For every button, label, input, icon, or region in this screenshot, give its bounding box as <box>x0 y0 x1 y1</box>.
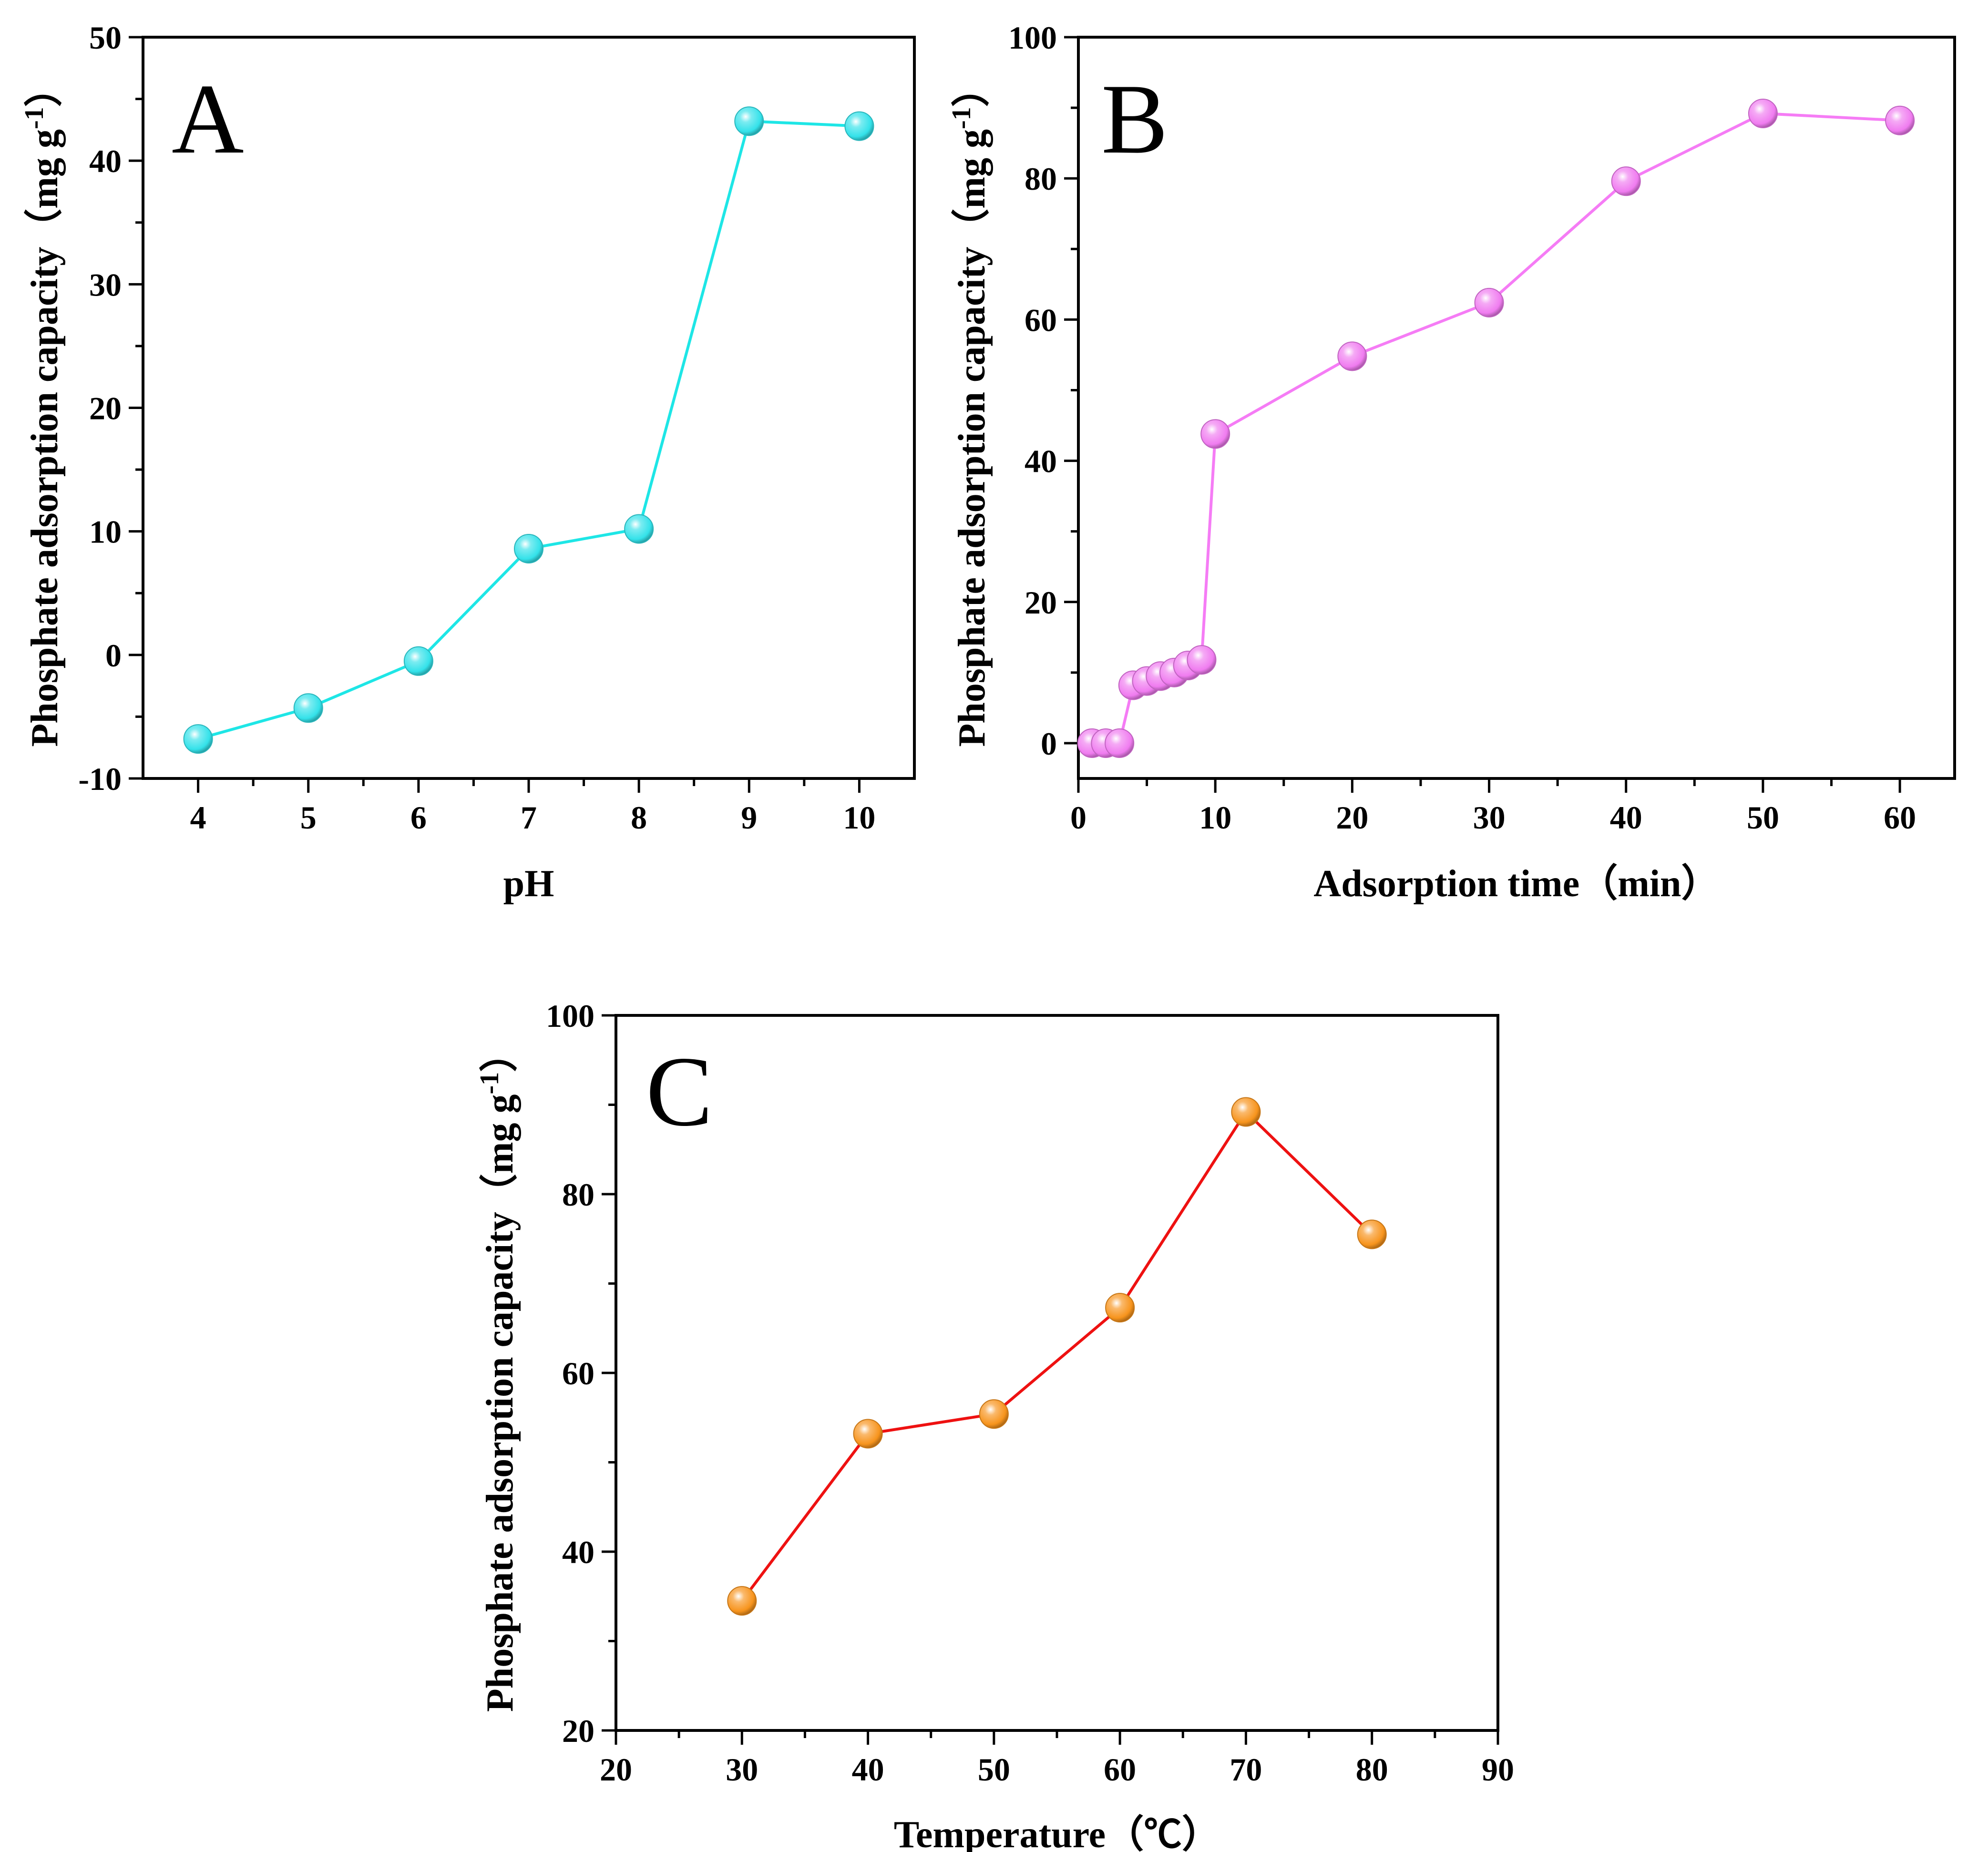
x-tick-label: 60 <box>1104 1751 1136 1788</box>
y-tick-label: 50 <box>89 20 122 56</box>
x-tick-label: 10 <box>843 799 875 836</box>
data-point <box>979 1399 1009 1429</box>
y-axis-title: Phosphate adsorption capacity（mg g-1） <box>20 69 66 747</box>
x-tick-label: 40 <box>1610 799 1642 836</box>
x-tick-label: 7 <box>521 799 537 836</box>
x-tick-label: 30 <box>726 1751 758 1788</box>
data-point <box>1231 1097 1261 1127</box>
y-axis-title-superscript: -1 <box>20 107 49 129</box>
series-line <box>740 1109 1373 1602</box>
data-point <box>514 533 543 563</box>
plot-frame <box>615 1014 1499 1732</box>
data-point <box>1357 1219 1387 1249</box>
x-tick-label: 30 <box>1473 799 1506 836</box>
y-tick-label: 30 <box>89 266 122 303</box>
y-axis-title-close: ） <box>24 69 66 107</box>
data-point <box>403 646 433 676</box>
data-point <box>734 106 764 136</box>
x-tick-label: 40 <box>852 1751 884 1788</box>
data-point <box>1337 341 1367 371</box>
y-axis-title-close: ） <box>951 69 993 107</box>
x-tick-label: 90 <box>1482 1751 1514 1788</box>
panel-c: 20 30 40 50 60 70 80 90 20 40 60 80 100 Temperature（℃… <box>475 998 1514 1852</box>
plot-frame <box>142 36 916 780</box>
x-axis-title: Temperature（℃） <box>894 1814 1220 1852</box>
data-point <box>624 514 654 544</box>
data-point <box>1105 728 1135 758</box>
y-axis-title-superscript: -1 <box>475 1072 504 1095</box>
panel-letter: B <box>1101 64 1168 174</box>
x-tick-label: 20 <box>600 1751 632 1788</box>
y-axis-title-close: ） <box>479 1034 521 1072</box>
series-line <box>197 120 860 740</box>
y-tick-label: 100 <box>1008 20 1057 56</box>
y-tick-label: 60 <box>1025 302 1057 338</box>
y-tick-label: 0 <box>105 637 122 674</box>
data-point <box>1187 645 1217 675</box>
y-tick-label: -10 <box>78 761 122 797</box>
panel-a: 4 5 6 7 8 9 10 -10 0 10 20 30 40 50 pH Phosphate adsorp… <box>20 20 916 905</box>
x-tick-label: 9 <box>741 799 757 836</box>
data-point <box>1105 1293 1135 1323</box>
data-point <box>1474 287 1504 317</box>
x-axis-title: Adsorption time（min） <box>1313 863 1719 905</box>
x-tick-label: 50 <box>978 1751 1010 1788</box>
y-tick-label: 20 <box>89 390 122 427</box>
panel-letter: A <box>172 64 244 174</box>
data-point <box>1200 419 1230 449</box>
y-tick-label: 20 <box>1025 584 1057 621</box>
x-tick-label: 50 <box>1747 799 1779 836</box>
data-point <box>293 693 323 723</box>
y-tick-label: 60 <box>562 1355 594 1392</box>
x-tick-label: 60 <box>1884 799 1916 836</box>
x-axis-title: pH <box>503 863 554 905</box>
y-tick-label: 40 <box>89 143 122 179</box>
y-tick-label: 0 <box>1041 726 1057 762</box>
x-tick-label: 4 <box>190 799 206 836</box>
plot-frame <box>1077 36 1956 780</box>
data-point <box>183 724 213 754</box>
x-tick-label: 10 <box>1199 799 1231 836</box>
y-axis-title: Phosphate adsorption capacity（mg g-1） <box>947 69 993 747</box>
y-tick-label: 40 <box>562 1534 594 1570</box>
x-tick-label: 0 <box>1070 799 1086 836</box>
panel-b: 0 10 20 30 40 50 60 0 20 40 60 80 100 Adsorption time… <box>947 20 1956 905</box>
y-axis-title-main: Phosphate adsorption capacity（mg g <box>24 129 66 747</box>
y-tick-label: 80 <box>562 1177 594 1213</box>
x-tick-label: 6 <box>410 799 427 836</box>
data-point <box>1885 105 1915 135</box>
x-tick-label: 80 <box>1356 1751 1388 1788</box>
data-point <box>1748 98 1778 128</box>
y-axis-title: Phosphate adsorption capacity（mg g-1） <box>475 1034 521 1712</box>
data-point <box>1611 166 1641 196</box>
data-point <box>844 111 874 141</box>
y-tick-label: 40 <box>1025 443 1057 480</box>
y-tick-label: 80 <box>1025 161 1057 197</box>
y-axis-title-superscript: -1 <box>947 107 976 129</box>
y-tick-label: 10 <box>89 514 122 550</box>
panel-letter: C <box>646 1036 713 1147</box>
y-tick-label: 100 <box>546 998 594 1034</box>
y-axis-title-main: Phosphate adsorption capacity（mg g <box>479 1095 521 1712</box>
data-point <box>853 1419 883 1449</box>
x-tick-label: 8 <box>631 799 647 836</box>
data-point <box>727 1586 757 1616</box>
x-tick-label: 20 <box>1336 799 1368 836</box>
x-tick-label: 5 <box>300 799 317 836</box>
y-tick-label: 20 <box>562 1713 594 1749</box>
y-axis-title-main: Phosphate adsorption capacity（mg g <box>951 129 993 747</box>
x-tick-label: 70 <box>1230 1751 1262 1788</box>
